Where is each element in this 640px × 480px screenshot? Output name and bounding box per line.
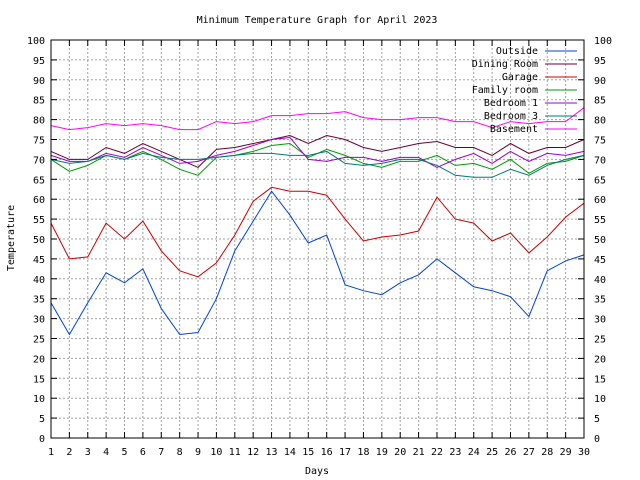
- y-tick-label-left: 0: [39, 434, 45, 445]
- x-tick-label: 9: [195, 447, 201, 458]
- y-tick-label-left: 70: [33, 155, 45, 166]
- legend-label-bedroom-3: Bedroom 3: [484, 111, 538, 122]
- x-tick-label: 26: [504, 447, 516, 458]
- legend-label-family-room: Family room: [472, 85, 538, 96]
- y-tick-label-right: 95: [594, 56, 606, 67]
- series-line-outside: [50, 190, 585, 336]
- y-tick-label-left: 35: [33, 295, 45, 306]
- y-tick-label-right: 60: [594, 195, 606, 206]
- x-tick-label: 3: [85, 447, 91, 458]
- x-tick-label: 8: [177, 447, 183, 458]
- y-tick-label-right: 65: [594, 175, 606, 186]
- y-tick-label-right: 35: [594, 295, 606, 306]
- x-tick-label: 25: [486, 447, 498, 458]
- x-tick-label: 20: [394, 447, 406, 458]
- y-tick-label-left: 100: [27, 36, 45, 47]
- legend-label-dining-room: Dining Room: [472, 59, 538, 70]
- y-tick-label-left: 85: [33, 96, 45, 107]
- y-tick-label-right: 75: [594, 136, 606, 147]
- y-tick-label-right: 55: [594, 215, 606, 226]
- x-tick-label: 24: [468, 447, 480, 458]
- y-tick-label-left: 30: [33, 315, 45, 326]
- y-tick-label-left: 10: [33, 394, 45, 405]
- y-tick-label-left: 75: [33, 136, 45, 147]
- grid-lines: [51, 40, 584, 438]
- x-tick-label: 22: [431, 447, 443, 458]
- x-tick-label: 23: [449, 447, 461, 458]
- x-tick-label: 18: [357, 447, 369, 458]
- x-tick-label: 19: [376, 447, 388, 458]
- x-tick-label: 4: [103, 447, 109, 458]
- y-tick-label-left: 20: [33, 354, 45, 365]
- x-tick-label: 17: [339, 447, 351, 458]
- x-tick-label: 2: [66, 447, 72, 458]
- x-tick-label: 6: [140, 447, 146, 458]
- y-tick-label-right: 50: [594, 235, 606, 246]
- y-tick-label-right: 25: [594, 335, 606, 346]
- x-tick-label: 15: [302, 447, 314, 458]
- x-tick-label: 10: [210, 447, 222, 458]
- y-tick-label-left: 55: [33, 215, 45, 226]
- y-tick-label-left: 60: [33, 195, 45, 206]
- y-tick-label-right: 0: [594, 434, 600, 445]
- y-tick-label-right: 100: [594, 36, 612, 47]
- y-tick-label-right: 40: [594, 275, 606, 286]
- series-line-bedroom-3: [50, 150, 585, 178]
- y-tick-label-right: 10: [594, 394, 606, 405]
- y-tick-label-left: 80: [33, 116, 45, 127]
- x-tick-label: 29: [560, 447, 572, 458]
- y-tick-label-left: 90: [33, 76, 45, 87]
- x-tick-label: 13: [266, 447, 278, 458]
- x-axis-label: Days: [305, 466, 329, 477]
- y-tick-label-right: 15: [594, 374, 606, 385]
- y-tick-label-right: 30: [594, 315, 606, 326]
- y-tick-label-right: 20: [594, 354, 606, 365]
- y-tick-label-right: 45: [594, 255, 606, 266]
- y-tick-label-left: 25: [33, 335, 45, 346]
- y-tick-label-left: 95: [33, 56, 45, 67]
- plot-frame: [50, 39, 585, 439]
- x-tick-label: 11: [229, 447, 241, 458]
- y-tick-label-right: 5: [594, 414, 600, 425]
- y-tick-label-left: 15: [33, 374, 45, 385]
- y-axis-label: Temperature: [6, 205, 17, 271]
- y-tick-label-left: 65: [33, 175, 45, 186]
- legend-label-bedroom-1: Bedroom 1: [484, 98, 538, 109]
- legend-label-basement: Basement: [490, 124, 538, 135]
- y-tick-label-right: 85: [594, 96, 606, 107]
- y-tick-label-right: 70: [594, 155, 606, 166]
- x-tick-label: 27: [523, 447, 535, 458]
- series-line-garage: [50, 186, 585, 278]
- x-tick-label: 16: [321, 447, 333, 458]
- x-tick-label: 28: [541, 447, 553, 458]
- y-tick-label-left: 45: [33, 255, 45, 266]
- y-tick-label-right: 80: [594, 116, 606, 127]
- x-tick-label: 21: [413, 447, 425, 458]
- y-tick-label-right: 90: [594, 76, 606, 87]
- x-tick-label: 5: [122, 447, 128, 458]
- series-line-bedroom-1: [50, 136, 585, 168]
- x-tick-label: 30: [578, 447, 590, 458]
- legend-label-garage: Garage: [502, 72, 538, 83]
- series-lines: [50, 107, 585, 336]
- x-tick-label: 14: [284, 447, 296, 458]
- series-line-dining-room: [50, 134, 585, 168]
- y-tick-label-left: 40: [33, 275, 45, 286]
- y-tick-label-left: 50: [33, 235, 45, 246]
- x-tick-label: 12: [247, 447, 259, 458]
- series-line-basement: [50, 107, 585, 131]
- y-tick-label-left: 5: [39, 414, 45, 425]
- legend-label-outside: Outside: [496, 46, 538, 57]
- x-tick-label: 1: [48, 447, 54, 458]
- x-tick-label: 7: [158, 447, 164, 458]
- chart-title: Minimum Temperature Graph for April 2023: [197, 15, 438, 26]
- legend: Outside Dining Room Garage Family room Bedro…: [472, 46, 577, 135]
